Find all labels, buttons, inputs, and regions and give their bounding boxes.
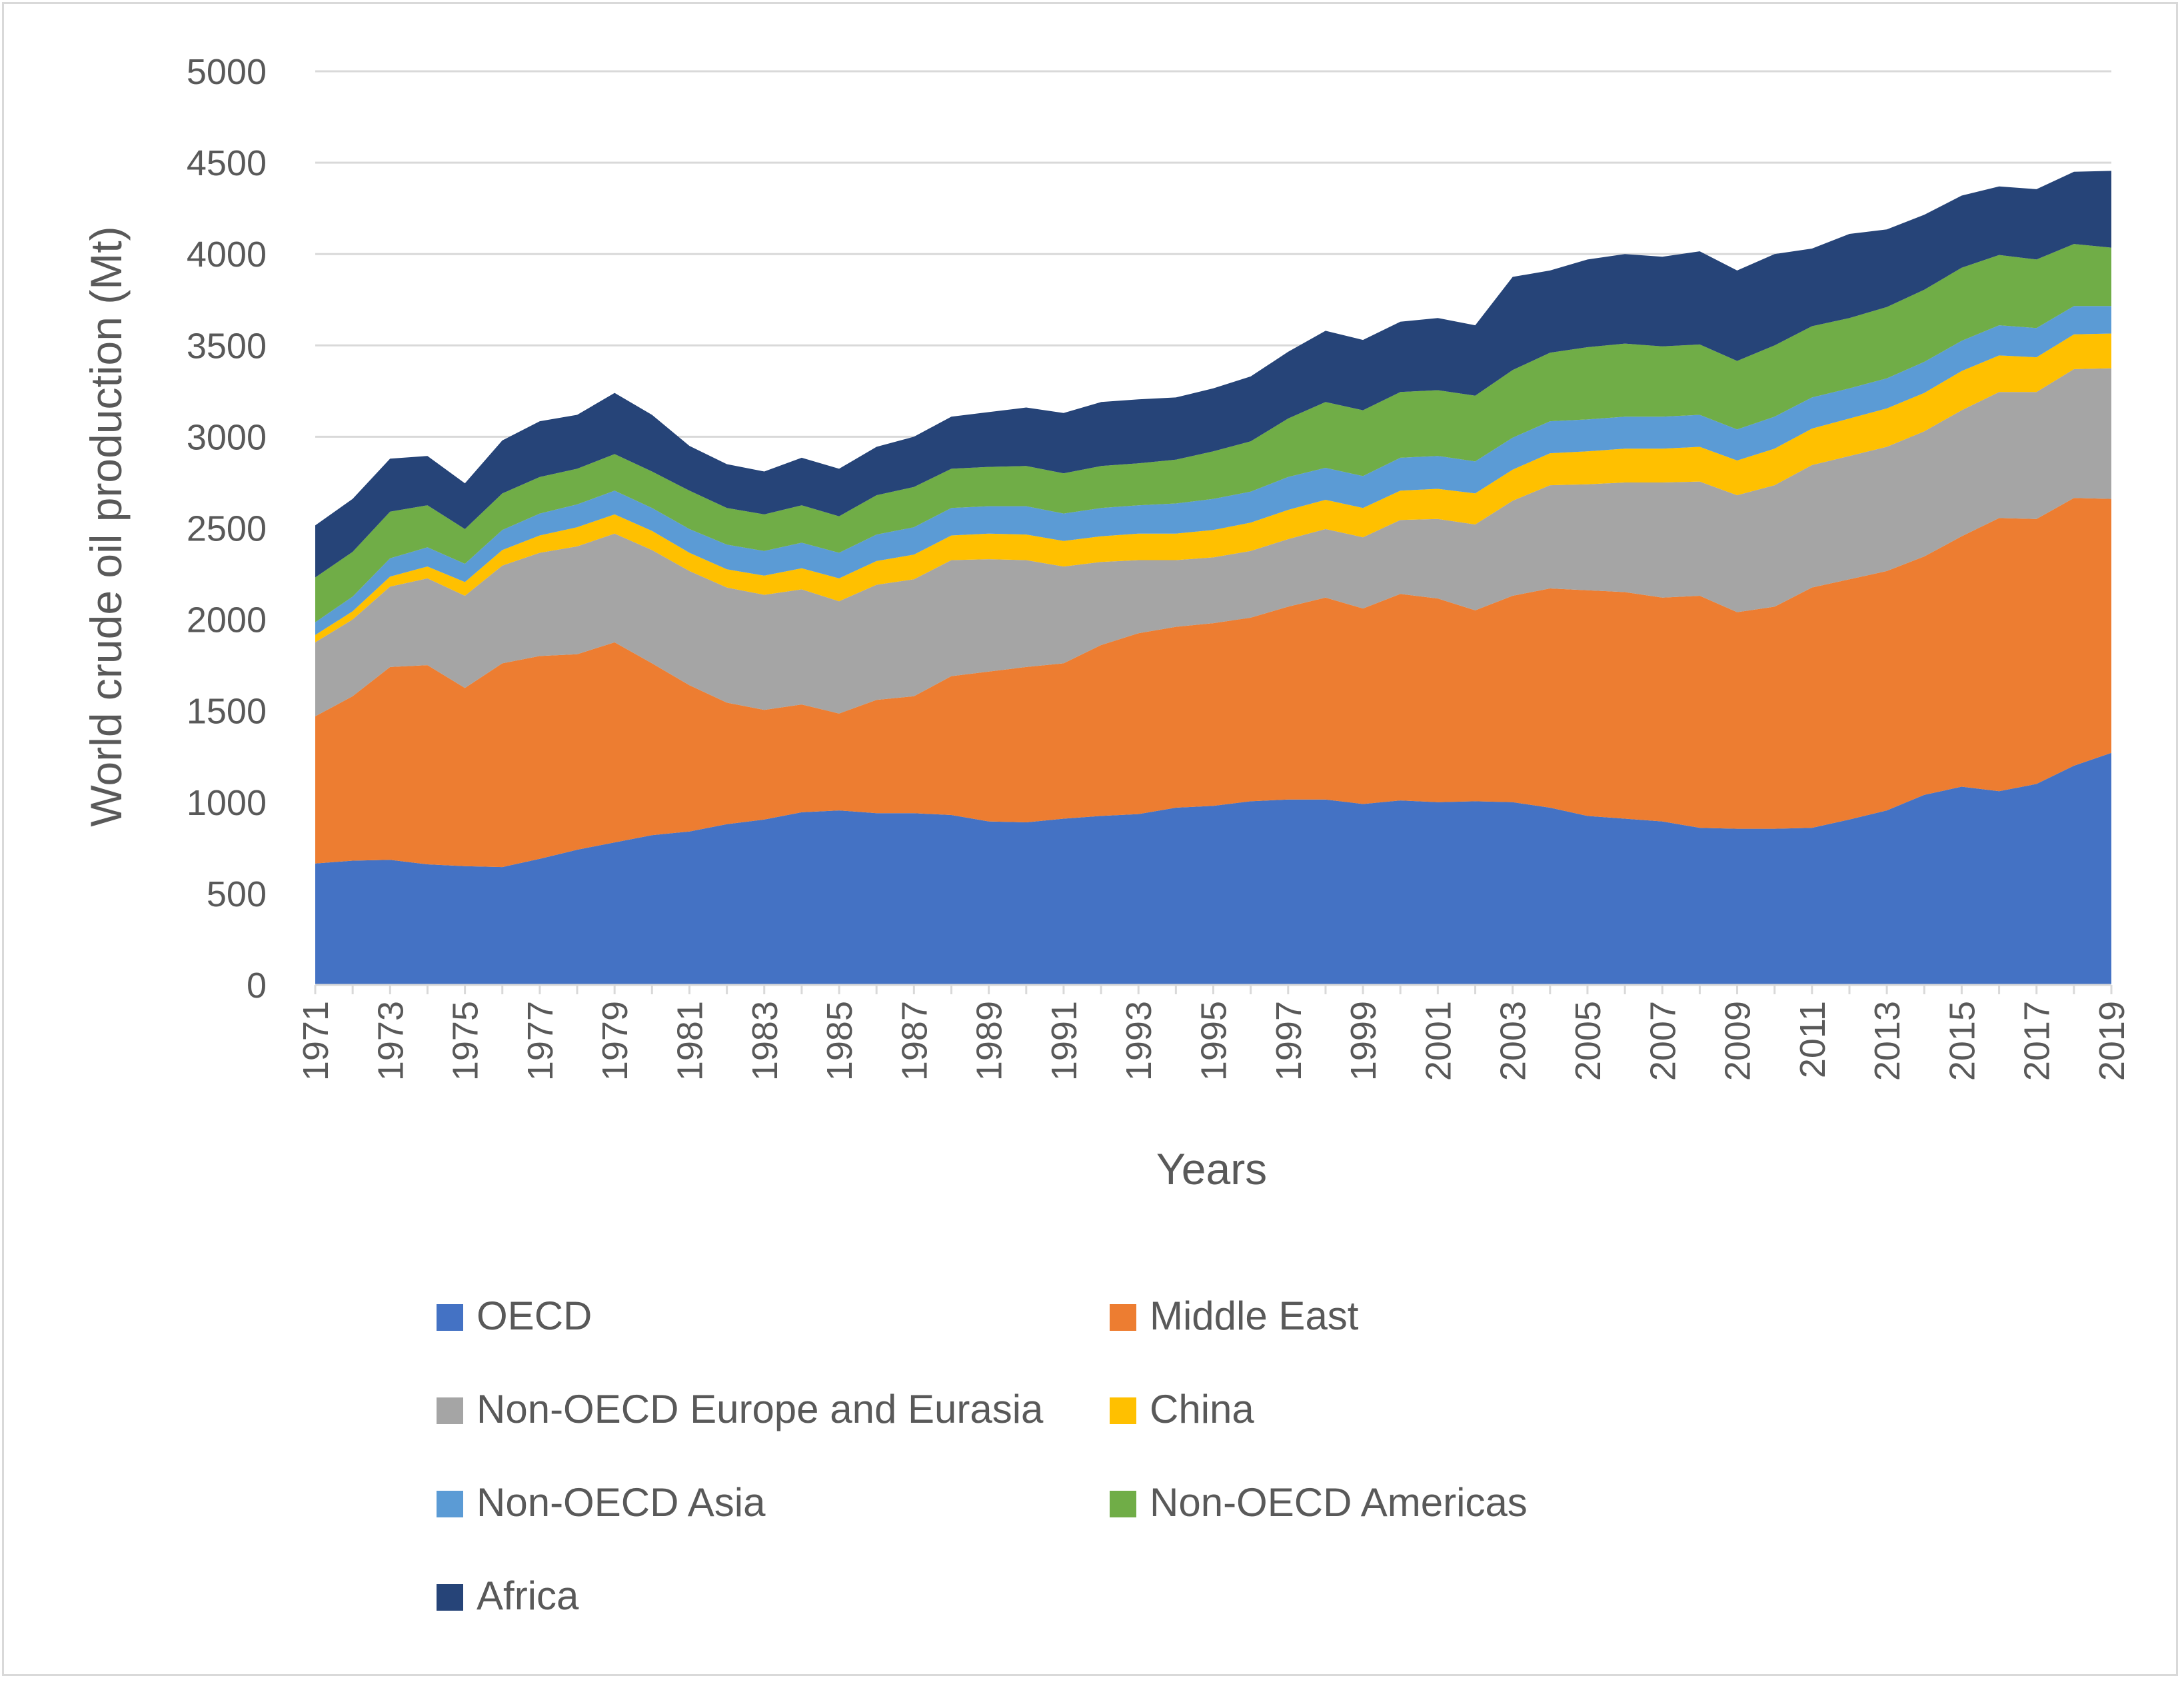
y-tick-label: 0 — [247, 966, 267, 1006]
legend-label: Africa — [477, 1573, 579, 1618]
y-tick-label: 4000 — [187, 235, 267, 275]
x-tick-label: 1983 — [745, 1001, 785, 1081]
x-tick-label: 1989 — [970, 1001, 1010, 1081]
x-tick-label: 1991 — [1044, 1001, 1084, 1081]
y-tick-label: 3500 — [187, 326, 267, 366]
x-tick-label: 1997 — [1269, 1001, 1309, 1081]
legend-label: Non-OECD Europe and Eurasia — [477, 1387, 1044, 1431]
x-tick-label: 1981 — [670, 1001, 710, 1081]
area-oecd — [315, 752, 2111, 985]
x-tick-label: 1975 — [446, 1001, 486, 1081]
x-tick-label: 2013 — [1867, 1001, 1907, 1081]
legend-swatch — [437, 1397, 463, 1424]
x-tick-label: 1985 — [820, 1001, 860, 1081]
legend-label: OECD — [477, 1293, 592, 1338]
legend-swatch — [437, 1491, 463, 1517]
x-tick-labels: 1971 1973 1975 1977 1979 1981 1983 1985 1987 1989… — [296, 1001, 2132, 1081]
y-tick-label: 2500 — [187, 509, 267, 549]
x-tick-label: 1987 — [894, 1001, 934, 1081]
legend-label: Non-OECD Asia — [477, 1480, 766, 1525]
legend-swatch — [437, 1584, 463, 1611]
legend-item: Non-OECD Americas — [1110, 1480, 1528, 1525]
x-tick-label: 2005 — [1568, 1001, 1608, 1081]
legend-label: China — [1150, 1387, 1254, 1431]
legend: OECD Middle East Non-OECD Europe and Euras… — [437, 1293, 1528, 1618]
y-tick-labels: 0 500 1000 1500 2000 2500 3000 3500 4000 4500 5000 — [187, 52, 267, 1006]
x-tick-label: 2001 — [1418, 1001, 1458, 1081]
area-africa — [315, 171, 2111, 578]
x-tick-label: 2003 — [1494, 1001, 1534, 1081]
legend-item: China — [1110, 1387, 1254, 1431]
x-tick-label: 1999 — [1344, 1001, 1384, 1081]
y-axis-title: World crude oil production (Mt) — [81, 226, 131, 826]
legend-swatch — [1110, 1397, 1136, 1424]
y-tick-label: 500 — [207, 874, 267, 914]
x-tick-label: 2017 — [2017, 1001, 2057, 1081]
x-tick-label: 2015 — [1942, 1001, 1982, 1081]
x-tick-label: 2019 — [2092, 1001, 2132, 1081]
area-china — [315, 333, 2111, 642]
y-tick-label: 3000 — [187, 417, 267, 457]
x-tick-label: 2007 — [1643, 1001, 1683, 1081]
x-tick-label: 1977 — [521, 1001, 560, 1081]
area-middle-east — [315, 498, 2111, 868]
y-tick-label: 2000 — [187, 600, 267, 640]
x-tick-label: 1995 — [1194, 1001, 1234, 1081]
legend-label: Middle East — [1150, 1293, 1359, 1338]
x-tick-label: 2011 — [1793, 1001, 1833, 1078]
legend-item: OECD — [437, 1293, 592, 1338]
y-tick-label: 1000 — [187, 783, 267, 823]
legend-item: Africa — [437, 1573, 579, 1618]
y-tick-label: 5000 — [187, 52, 267, 92]
legend-item: Middle East — [1110, 1293, 1359, 1338]
legend-swatch — [437, 1304, 463, 1331]
x-tick-label: 1993 — [1119, 1001, 1159, 1081]
x-tick-label: 2009 — [1718, 1001, 1758, 1081]
y-tick-label: 4500 — [187, 143, 267, 183]
legend-item: Non-OECD Asia — [437, 1480, 766, 1525]
area-non-oecd-europe-and-eurasia — [315, 368, 2111, 716]
legend-item: Non-OECD Europe and Eurasia — [437, 1387, 1044, 1431]
x-tick-label: 1971 — [296, 1001, 336, 1081]
series-areas — [315, 171, 2111, 985]
x-axis-title: Years — [1156, 1144, 1267, 1194]
x-tick-label: 1979 — [595, 1001, 635, 1081]
area-non-oecd-asia — [315, 306, 2111, 635]
x-tick-label: 1973 — [371, 1001, 411, 1081]
y-tick-label: 1500 — [187, 692, 267, 732]
legend-swatch — [1110, 1491, 1136, 1517]
axes — [314, 984, 2113, 994]
area-non-oecd-americas — [315, 244, 2111, 622]
legend-swatch — [1110, 1304, 1136, 1331]
legend-label: Non-OECD Americas — [1150, 1480, 1528, 1525]
